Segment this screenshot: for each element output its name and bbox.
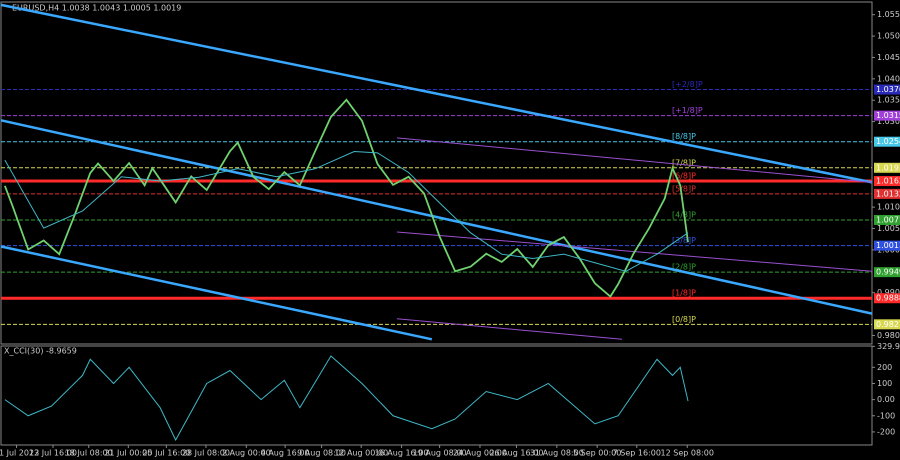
cci-title: X_CCI(30) -8.9659 [4,347,77,356]
trend-line [396,318,623,340]
x-tick-label: 26 Aug 16:00 [489,449,543,458]
level-price-box [874,136,900,147]
y-tick-label: 0.9901 [877,288,900,297]
level-price: 1.0254 [876,137,900,146]
level-label: [+2/8]P [672,80,703,89]
level-label: [3/8]P [672,236,696,245]
level-price: 1.0162 [876,177,900,186]
level-price-box [874,162,900,173]
level-label: [2/8]P [672,263,696,272]
level-price-box [874,319,900,330]
x-tick-label: 31 Aug 08:00 [530,449,584,458]
x-tick-label: 9 Aug 08:00 [297,449,346,458]
moving-average [4,151,689,272]
level-price-box [874,84,900,95]
y-tick-label: 329.9622 [877,342,900,351]
x-tick-label: 21 Jul 00:00 [104,449,152,458]
level-price-box [874,240,900,251]
price-panel [0,1,873,345]
level-price: 1.0132 [876,189,900,198]
level-price: 1.0193 [876,163,900,172]
cci-panel [0,345,873,446]
x-tick-label: 13 Jul 16:00 [29,449,77,458]
y-tick-label: 100 [877,379,892,388]
x-tick-label: 12 Sep 08:00 [661,449,714,458]
price-line [4,98,689,298]
level-price: 1.0376 [876,85,900,94]
level-price: 1.0071 [876,215,900,224]
x-tick-label: 28 Jul 08:00 [182,449,230,458]
x-tick-label: 5 Sep 00:00 [573,449,621,458]
level-label: [1/8]P [672,289,696,298]
x-tick-label: 7 Sep 16:00 [613,449,661,458]
level-label: [+1/8]P [672,106,703,115]
cci-line [4,355,689,442]
trend-line [0,3,873,184]
y-tick-label: 0.00 [877,395,895,404]
level-price-box [874,110,900,121]
trend-line [0,119,873,315]
level-price-box [874,176,900,187]
level-price: 1.0315 [876,111,900,120]
x-tick-label: 18 Jul 08:00 [65,449,113,458]
level-price: 0.9949 [876,268,900,277]
x-tick-label: 19 Aug 08:00 [413,449,467,458]
x-tick-label: 16 Aug 16:00 [375,449,429,458]
level-label: [7/8]P [672,158,696,167]
level-price-box [874,188,900,199]
level-label: [5/8]P [672,184,696,193]
x-tick-label: 24 Aug 00:00 [453,449,507,458]
x-tick-label: 2 Aug 00:00 [222,449,271,458]
x-tick-label: 25 Jul 16:00 [142,449,190,458]
level-label: [0/8]P [672,315,696,324]
x-tick-label: 12 Aug 00:00 [334,449,388,458]
level-price-box [874,214,900,225]
trend-line [0,245,433,341]
x-tick-label: 11 Jul 2022 [0,449,39,458]
y-tick-label: -100 [877,411,895,420]
trend-line [396,137,873,183]
x-tick-label: 4 Aug 16:00 [261,449,310,458]
level-price-box [874,293,900,304]
level-price-box [874,267,900,278]
y-tick-label: -200 [877,427,895,436]
chart-title: EURUSD,H4 1.0038 1.0043 1.0005 1.0019 [12,4,181,13]
level-price: 0.9888 [876,294,900,303]
level-label: [6/8]P [672,172,696,181]
level-label: [8/8]P [672,132,696,141]
level-price: 1.0011 [876,241,900,250]
y-tick-label: 200 [877,363,892,372]
level-price: 0.9827 [876,320,900,329]
